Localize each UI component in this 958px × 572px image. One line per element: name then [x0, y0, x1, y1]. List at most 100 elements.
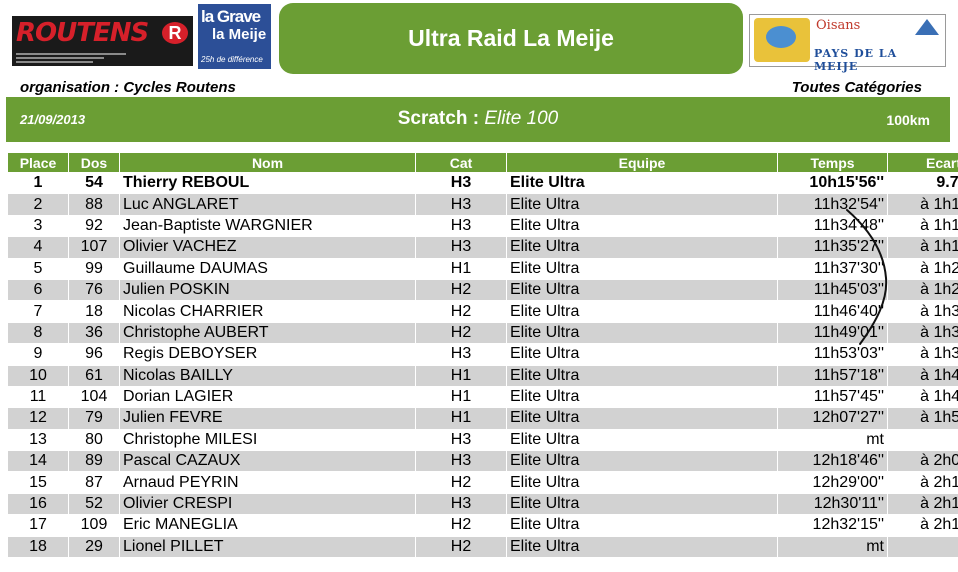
cell-cat: H3	[415, 450, 507, 473]
race-date: 21/09/2013	[20, 112, 86, 127]
cell-equipe: Elite Ultra	[506, 407, 778, 430]
cell-cat: H2	[415, 278, 507, 302]
cell-dos: 104	[68, 385, 120, 409]
cell-dos: 80	[68, 428, 120, 452]
race-distance: 100km	[886, 112, 930, 128]
lagrave-line2: la Meije	[212, 26, 267, 43]
cell-nom: Jean-Baptiste WARGNIER	[119, 214, 416, 238]
cell-nom: Nicolas BAILLY	[119, 364, 416, 387]
mountain-icon	[915, 19, 939, 35]
table-row: 4 107 Olivier VACHEZ H3 Elite Ultra 11h35'27'…	[7, 236, 958, 259]
cell-ecart: à 2h14'15''	[887, 492, 958, 516]
cell-equipe: Elite Ultra	[506, 321, 778, 345]
cell-dos: 99	[68, 257, 120, 280]
lagrave-tagline: 25h de différence	[201, 55, 263, 64]
cell-dos: 29	[68, 535, 120, 559]
cell-equipe: Elite Ultra	[506, 428, 778, 452]
cell-dos: 18	[68, 300, 120, 323]
cell-temps: 11h49'01''	[777, 321, 888, 345]
cell-cat: H3	[415, 236, 507, 259]
cell-dos: 52	[68, 492, 120, 516]
sponsor-logos: Oisans PAYS DE LA MEIJE	[749, 14, 946, 73]
cell-temps: 11h32'54''	[777, 193, 888, 216]
cell-nom: Christophe AUBERT	[119, 321, 416, 345]
table-row: 3 92 Jean-Baptiste WARGNIER H3 Elite Ultra 11…	[7, 214, 958, 238]
table-row: 9 96 Regis DEBOYSER H3 Elite Ultra 11h53'03''…	[7, 343, 958, 366]
cell-place: 15	[7, 471, 69, 494]
race-info-band: 21/09/2013 Scratch : Elite 100 100km	[6, 97, 950, 142]
results-header-row: Place Dos Nom Cat Equipe Temps Ecart	[7, 152, 958, 173]
cell-temps: 11h45'03''	[777, 278, 888, 302]
table-row: 12 79 Julien FEVRE H1 Elite Ultra 12h07'27'' à…	[7, 407, 958, 430]
col-header-place: Place	[7, 152, 69, 173]
cell-place: 5	[7, 257, 69, 280]
cell-place: 10	[7, 364, 69, 387]
cell-place: 6	[7, 278, 69, 302]
cell-equipe: Elite Ultra	[506, 257, 778, 280]
cell-dos: 89	[68, 450, 120, 473]
table-row: 18 29 Lionel PILLET H2 Elite Ultra mt	[7, 535, 958, 559]
cell-cat: H3	[415, 343, 507, 366]
cell-nom: Pascal CAZAUX	[119, 450, 416, 473]
cell-place: 17	[7, 514, 69, 537]
cell-nom: Lionel PILLET	[119, 535, 416, 559]
cell-cat: H2	[415, 514, 507, 537]
cell-equipe: Elite Ultra	[506, 514, 778, 537]
cell-place: 12	[7, 407, 69, 430]
cell-equipe: Elite Ultra	[506, 535, 778, 559]
cell-temps: 10h15'56''	[777, 171, 888, 195]
cell-temps: 11h34'48''	[777, 214, 888, 238]
cell-nom: Luc ANGLARET	[119, 193, 416, 216]
cell-nom: Eric MANEGLIA	[119, 514, 416, 537]
cell-dos: 96	[68, 343, 120, 366]
cell-temps: 11h57'18''	[777, 364, 888, 387]
cell-ecart: à 1h51'31''	[887, 407, 958, 430]
cell-equipe: Elite Ultra	[506, 364, 778, 387]
scratch-heading: Scratch : Elite 100	[6, 108, 950, 130]
col-header-cat: Cat	[415, 152, 507, 173]
cell-ecart: 9.7km/h	[887, 171, 958, 195]
cell-equipe: Elite Ultra	[506, 300, 778, 323]
table-row: 14 89 Pascal CAZAUX H3 Elite Ultra 12h18'46''…	[7, 450, 958, 473]
cell-equipe: Elite Ultra	[506, 236, 778, 259]
cell-place: 8	[7, 321, 69, 345]
cell-nom: Dorian LAGIER	[119, 385, 416, 409]
cell-equipe: Elite Ultra	[506, 171, 778, 195]
cell-ecart	[887, 535, 958, 559]
cell-temps: 12h29'00''	[777, 471, 888, 494]
categories-label: Toutes Catégories	[791, 79, 922, 96]
cell-dos: 92	[68, 214, 120, 238]
cell-place: 1	[7, 171, 69, 195]
cell-nom: Olivier CRESPI	[119, 492, 416, 516]
cell-temps: 12h30'11''	[777, 492, 888, 516]
cell-ecart: à 1h21'34''	[887, 257, 958, 280]
cell-ecart: à 1h18'52''	[887, 214, 958, 238]
cell-dos: 76	[68, 278, 120, 302]
organisation-label: organisation : Cycles Routens	[20, 79, 236, 96]
cell-place: 3	[7, 214, 69, 238]
table-row: 5 99 Guillaume DAUMAS H1 Elite Ultra 11h37'30…	[7, 257, 958, 280]
cell-nom: Julien POSKIN	[119, 278, 416, 302]
cell-temps: 11h35'27''	[777, 236, 888, 259]
cell-place: 14	[7, 450, 69, 473]
cell-nom: Nicolas CHARRIER	[119, 300, 416, 323]
cell-cat: H2	[415, 321, 507, 345]
cell-nom: Arnaud PEYRIN	[119, 471, 416, 494]
cell-temps: 12h32'15''	[777, 514, 888, 537]
cell-nom: Regis DEBOYSER	[119, 343, 416, 366]
cell-cat: H3	[415, 193, 507, 216]
cell-cat: H1	[415, 257, 507, 280]
cell-equipe: Elite Ultra	[506, 471, 778, 494]
table-row: 1 54 Thierry REBOUL H3 Elite Ultra 10h15'56''…	[7, 171, 958, 195]
col-header-ecart: Ecart	[887, 152, 958, 173]
table-row: 17 109 Eric MANEGLIA H2 Elite Ultra 12h32'15'…	[7, 514, 958, 537]
cell-ecart: à 2h13'04''	[887, 471, 958, 494]
routens-fine-print	[16, 51, 126, 63]
cell-dos: 36	[68, 321, 120, 345]
col-header-nom: Nom	[119, 152, 416, 173]
cell-cat: H2	[415, 471, 507, 494]
cell-temps: 12h07'27''	[777, 407, 888, 430]
cell-place: 18	[7, 535, 69, 559]
